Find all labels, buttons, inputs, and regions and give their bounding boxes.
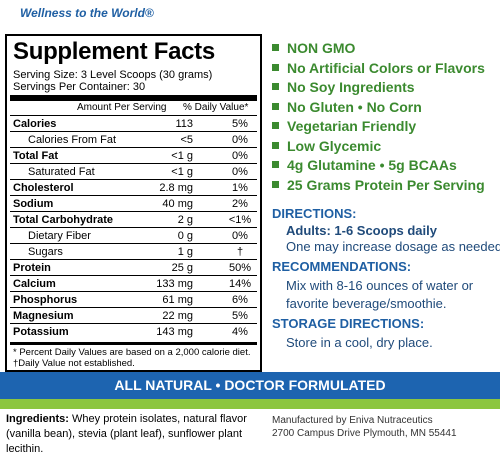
nutrient-name: Protein: [13, 262, 51, 274]
nutrient-name: Calories From Fat: [28, 134, 117, 146]
feature: 4g Glutamine • 5g BCAAs: [272, 157, 457, 173]
nutrient-amount: 2 g: [177, 214, 193, 226]
nutrient-daily-value: 0%: [232, 166, 248, 178]
feature: No Gluten • No Corn: [272, 99, 422, 115]
manufacturer: 2700 Campus Drive Plymouth, MN 55441: [272, 428, 457, 439]
directions-line: Adults: 1-6 Scoops daily: [286, 223, 437, 238]
nutrient-name: Calories: [13, 118, 57, 130]
nutrient-name: Potassium: [13, 326, 69, 338]
nutrient-daily-value: 2%: [232, 198, 248, 210]
nutrient-daily-value: 5%: [232, 310, 248, 322]
facts-row: Phosphorus 61 mg 6%: [10, 291, 257, 308]
nutrient-name: Total Fat: [13, 150, 59, 162]
facts-row: Protein 25 g 50%: [10, 259, 257, 276]
facts-row: Saturated Fat <1 g 0%: [10, 163, 257, 180]
facts-row: Dietary Fiber 0 g 0%: [10, 227, 257, 244]
recommendations-line: Mix with 8-16 ounces of water or: [286, 278, 474, 293]
nutrient-amount: 143 mg: [156, 326, 193, 338]
column-header: Amount Per Serving: [77, 102, 167, 113]
ingredients: Ingredients: Whey protein isolates, natu…: [6, 412, 266, 457]
feature: No Artificial Colors or Flavors: [272, 60, 485, 76]
divider: [10, 95, 257, 101]
nutrient-name: Calcium: [13, 278, 56, 290]
feature: Vegetarian Friendly: [272, 118, 416, 134]
storage-heading: STORAGE DIRECTIONS:: [272, 316, 425, 331]
nutrient-amount: 61 mg: [162, 294, 193, 306]
nutrient-daily-value: 0%: [232, 150, 248, 162]
facts-row: Magnesium 22 mg 5%: [10, 307, 257, 324]
nutrient-daily-value: 6%: [232, 294, 248, 306]
facts-title: Supplement Facts: [13, 38, 215, 65]
nutrient-amount: 133 mg: [156, 278, 193, 290]
divider: [10, 342, 257, 345]
feature: 25 Grams Protein Per Serving: [272, 177, 485, 193]
facts-row: Calcium 133 mg 14%: [10, 275, 257, 292]
nutrient-name: Phosphorus: [13, 294, 78, 306]
recommendations-heading: RECOMMENDATIONS:: [272, 259, 412, 274]
nutrient-name: Sugars: [28, 246, 63, 258]
recommendations-line: favorite beverage/smoothie.: [286, 296, 447, 311]
nutrient-daily-value: 5%: [232, 118, 248, 130]
nutrient-name: Saturated Fat: [28, 166, 95, 178]
facts-row: Total Fat <1 g 0%: [10, 147, 257, 164]
nutrient-name: Total Carbohydrate: [13, 214, 114, 226]
tagline: Wellness to the World®: [20, 6, 154, 20]
manufacturer: Manufactured by Eniva Nutraceutics: [272, 415, 433, 426]
nutrient-amount: 25 g: [171, 262, 193, 274]
nutrient-amount: 2.8 mg: [159, 182, 193, 194]
servings-per-container: Servings Per Container: 30: [13, 81, 146, 93]
feature: NON GMO: [272, 40, 355, 56]
facts-row: Calories 113 5%: [10, 115, 257, 132]
nutrient-amount: 40 mg: [162, 198, 193, 210]
facts-row: Calories From Fat <5 0%: [10, 131, 257, 148]
facts-row: Potassium 143 mg 4%: [10, 323, 257, 340]
facts-row: Cholesterol 2.8 mg 1%: [10, 179, 257, 196]
directions-heading: DIRECTIONS:: [272, 206, 357, 221]
nutrient-name: Sodium: [13, 198, 54, 210]
nutrient-daily-value: 1%: [232, 182, 248, 194]
nutrient-amount: <5: [180, 134, 193, 146]
feature: Low Glycemic: [272, 138, 381, 154]
nutrient-name: Magnesium: [13, 310, 74, 322]
banner: ALL NATURAL • DOCTOR FORMULATED: [0, 372, 500, 399]
nutrient-amount: 22 mg: [162, 310, 193, 322]
ingredients-text: Whey protein isolates, natural flavor (v…: [6, 413, 247, 455]
storage-line: Store in a cool, dry place.: [286, 335, 433, 350]
nutrient-amount: <1 g: [171, 166, 193, 178]
nutrient-daily-value: 4%: [232, 326, 248, 338]
nutrient-daily-value: 0%: [232, 230, 248, 242]
column-header: % Daily Value*: [183, 102, 249, 113]
feature: No Soy Ingredients: [272, 79, 415, 95]
nutrient-amount: 113: [175, 118, 193, 130]
facts-row: Sugars 1 g †: [10, 243, 257, 260]
facts-row: Sodium 40 mg 2%: [10, 195, 257, 212]
nutrient-amount: <1 g: [171, 150, 193, 162]
ingredients-label: Ingredients:: [6, 413, 69, 425]
facts-row: Total Carbohydrate 2 g <1%: [10, 211, 257, 228]
nutrient-amount: 1 g: [177, 246, 193, 258]
nutrient-daily-value: <1%: [228, 214, 252, 226]
nutrient-amount: 0 g: [177, 230, 193, 242]
footnote: †Daily Value not established.: [13, 358, 135, 369]
nutrient-daily-value: 0%: [232, 134, 248, 146]
nutrient-daily-value: 14%: [228, 278, 252, 290]
nutrient-daily-value: 50%: [228, 262, 252, 274]
supplement-facts: Supplement Facts Serving Size: 3 Level S…: [5, 34, 262, 372]
nutrient-daily-value: †: [236, 246, 244, 258]
footnote: * Percent Daily Values are based on a 2,…: [13, 347, 251, 358]
serving-size: Serving Size: 3 Level Scoops (30 grams): [13, 69, 213, 81]
directions-line: One may increase dosage as needed.: [286, 239, 500, 254]
nutrient-name: Dietary Fiber: [28, 230, 91, 242]
nutrient-name: Cholesterol: [13, 182, 74, 194]
strip: [0, 399, 500, 409]
